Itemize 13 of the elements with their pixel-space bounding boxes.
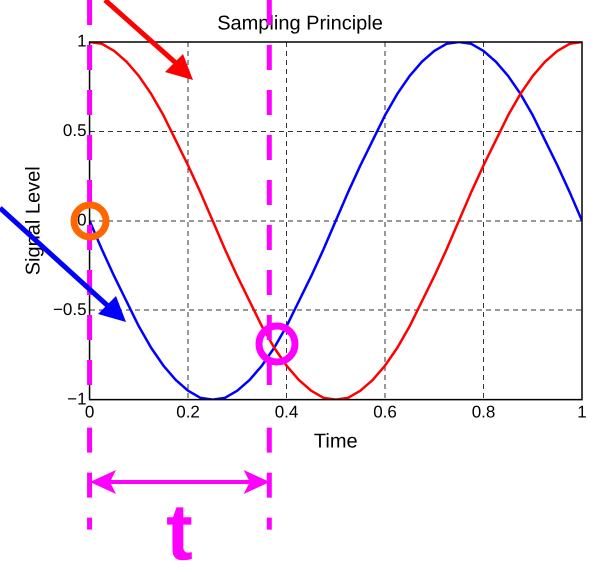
x-tick-label: 0.6 [373,402,397,422]
text: t [166,488,193,577]
y-tick-label: −0.5 [53,300,87,319]
y-tick-label: 1 [77,32,87,51]
x-tick-label: 0.8 [472,402,496,422]
chart-title: Sampling Principle [217,12,383,35]
x-tick-label: 0.4 [274,402,298,422]
x-tick-label: 0.2 [176,402,200,422]
x-axis-title: Time [314,430,358,453]
y-tick-label: 0 [77,210,87,230]
x-tick-label: 1 [577,402,587,422]
y-tick-label: 0.5 [62,121,87,140]
y-tick-label: −1 [67,389,87,408]
